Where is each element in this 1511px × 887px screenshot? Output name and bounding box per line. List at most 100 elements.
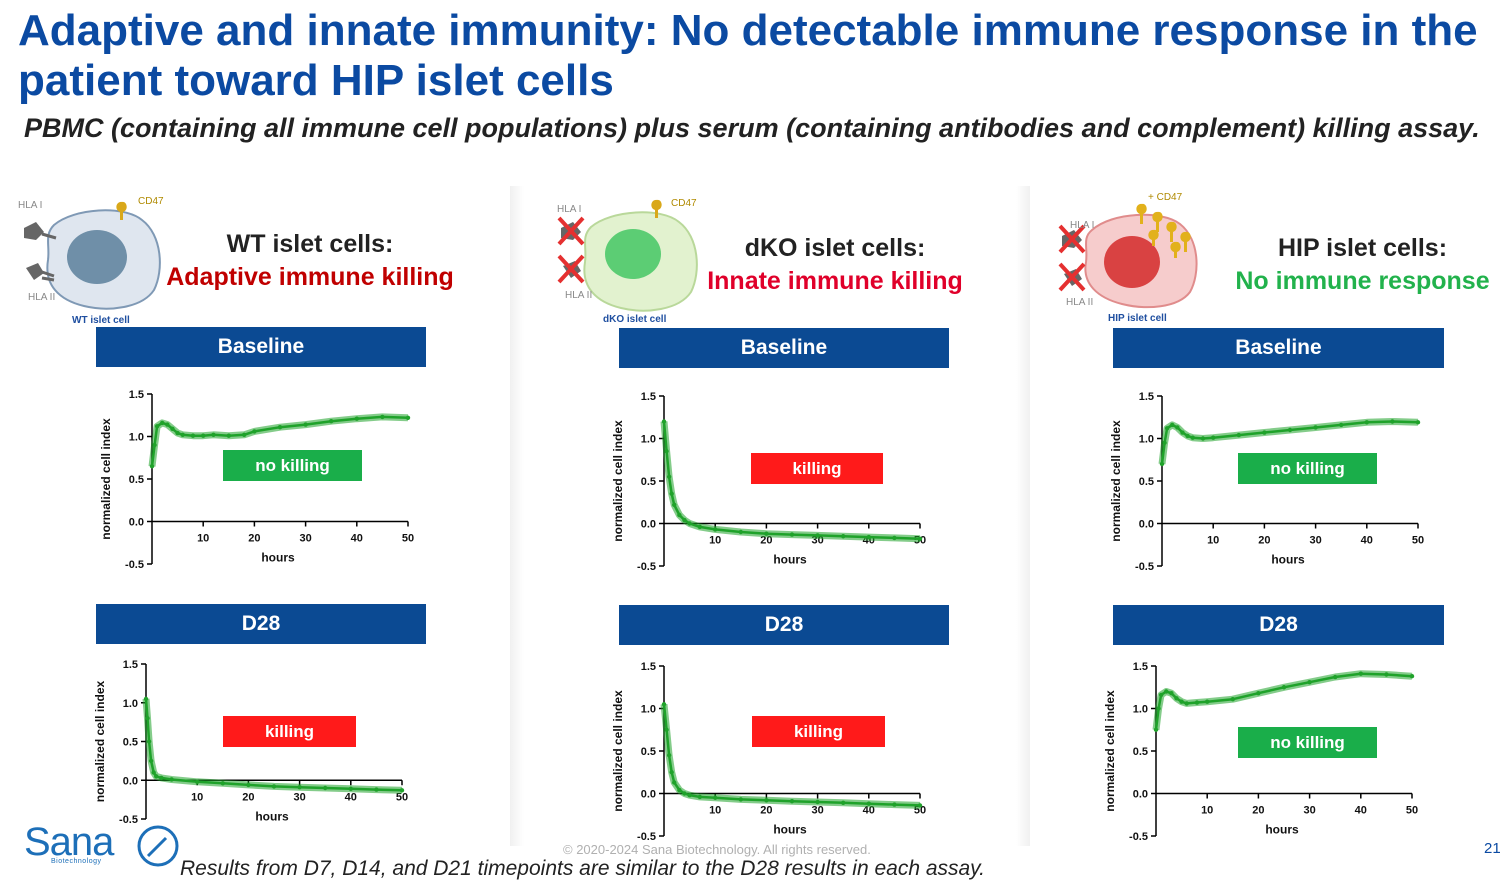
y-axis-label: normalized cell index	[1103, 690, 1117, 812]
y-tick-label: 1.0	[129, 432, 144, 444]
hla2-blocked-icon	[1058, 262, 1086, 292]
chart-dko-baseline: -0.50.00.51.01.51020304050hoursnormalize…	[611, 391, 926, 573]
data-point	[1358, 671, 1363, 676]
x-axis-label: hours	[261, 551, 295, 565]
data-point	[866, 801, 871, 806]
logo-wordmark: Sana	[24, 820, 114, 864]
cd47-icon	[116, 201, 127, 220]
data-point	[1333, 674, 1338, 680]
data-point	[917, 803, 923, 808]
y-tick-label: 0.0	[129, 517, 144, 529]
data-point	[252, 429, 257, 434]
diagram-label-cd47: + CD47	[1148, 192, 1183, 203]
diagram-label-cd47: CD47	[138, 196, 164, 207]
data-point	[277, 424, 283, 430]
y-tick-label: 1.0	[641, 434, 656, 446]
data-point	[713, 527, 718, 532]
y-tick-label: 1.0	[1133, 704, 1148, 716]
y-tick-label: 0.5	[1139, 476, 1154, 488]
data-point	[1339, 422, 1344, 428]
data-point	[1174, 696, 1179, 701]
x-tick-label: 30	[1309, 535, 1321, 547]
x-tick-label: 40	[351, 533, 363, 545]
banner-dko-d28: D28	[619, 605, 949, 645]
data-point	[1415, 420, 1421, 425]
chart-wt-baseline: -0.5 0.0 0.5 1.0 1.5 10 20 30 40 50 hours normalize…	[99, 389, 414, 571]
data-point	[211, 432, 216, 437]
data-point	[154, 774, 159, 779]
x-tick-label: 40	[345, 791, 357, 803]
data-point	[672, 780, 677, 785]
logo-subtext: Biotechnology	[51, 858, 102, 865]
data-point	[1211, 435, 1216, 440]
x-tick-label: 30	[293, 791, 305, 803]
data-point	[1384, 672, 1389, 677]
x-tick-label: 30	[299, 533, 311, 545]
x-tick-label: 40	[863, 805, 875, 817]
data-point	[677, 512, 682, 518]
data-point	[697, 794, 703, 800]
data-point	[666, 753, 672, 758]
data-point	[148, 758, 154, 764]
x-axis-label: hours	[1271, 553, 1305, 567]
data-point	[201, 433, 206, 438]
data-point	[664, 727, 669, 732]
tag-hip-d28: no killing	[1238, 727, 1377, 758]
data-point	[1158, 692, 1164, 698]
y-tick-label: -0.5	[119, 814, 138, 826]
diagram-label-hla2: HLA II	[28, 292, 55, 303]
y-tick-label: 0.0	[1139, 519, 1154, 531]
y-tick-label: -0.5	[637, 561, 656, 573]
data-point	[220, 781, 225, 786]
x-axis-label: hours	[1265, 823, 1299, 837]
data-point	[190, 433, 196, 438]
diagram-label-hla2: HLA II	[1066, 297, 1093, 308]
dko-cell-diagram: HLA I CD47 HLA II dKO islet cell	[557, 198, 698, 325]
diagram-caption: dKO islet cell	[603, 314, 667, 325]
data-point	[1153, 727, 1159, 732]
data-point	[380, 414, 385, 420]
data-point	[143, 696, 149, 702]
y-axis-label: normalized cell index	[611, 420, 625, 542]
y-tick-label: 1.5	[641, 391, 656, 403]
logo-circle-icon	[137, 825, 179, 867]
diagram-label-hla1: HLA I	[557, 204, 581, 215]
y-tick-label: -0.5	[1135, 561, 1154, 573]
tag-wt-d28: killing	[223, 716, 356, 747]
y-tick-label: 1.0	[1139, 434, 1154, 446]
page-subtitle: PBMC (containing all immune cell populat…	[24, 113, 1480, 143]
data-point	[815, 533, 820, 538]
copyright: © 2020-2024 Sana Biotechnology. All righ…	[563, 842, 871, 857]
data-point	[738, 797, 743, 802]
banner-hip-baseline: Baseline	[1113, 328, 1444, 368]
hla1-blocked-icon	[557, 216, 585, 246]
data-point	[1170, 422, 1175, 428]
data-point	[165, 422, 170, 427]
x-tick-label: 50	[402, 533, 414, 545]
data-point	[892, 535, 897, 541]
data-point	[1164, 426, 1170, 431]
series-line	[1154, 672, 1413, 730]
y-axis-label: normalized cell index	[93, 680, 107, 802]
data-point	[348, 786, 353, 791]
data-point	[666, 474, 672, 479]
data-point	[226, 433, 231, 438]
hla2-receptor-icon	[26, 263, 44, 280]
diagram-label-cd47: CD47	[671, 198, 697, 209]
x-axis-label: hours	[255, 809, 289, 823]
tag-dko-baseline: killing	[751, 453, 883, 484]
chart-wt-d28: -0.5 0.0 0.5 1.0 1.5 10 20 30 40 50 hours normalize…	[93, 659, 408, 826]
data-point	[160, 420, 165, 426]
data-point	[399, 788, 405, 793]
chart-hip-baseline: -0.5 0.0 0.5 1.0 1.5 10 20 30 40 50 hours normalize…	[1109, 391, 1424, 573]
data-point	[146, 739, 152, 744]
data-point	[152, 442, 157, 448]
y-tick-label: 0.5	[641, 746, 656, 758]
x-tick-label: 10	[709, 805, 721, 817]
x-tick-label: 10	[197, 533, 209, 545]
data-point	[195, 779, 200, 784]
data-point	[672, 502, 677, 507]
data-point	[329, 419, 334, 424]
hla1-blocked-icon	[1058, 224, 1086, 254]
data-point	[241, 432, 247, 437]
